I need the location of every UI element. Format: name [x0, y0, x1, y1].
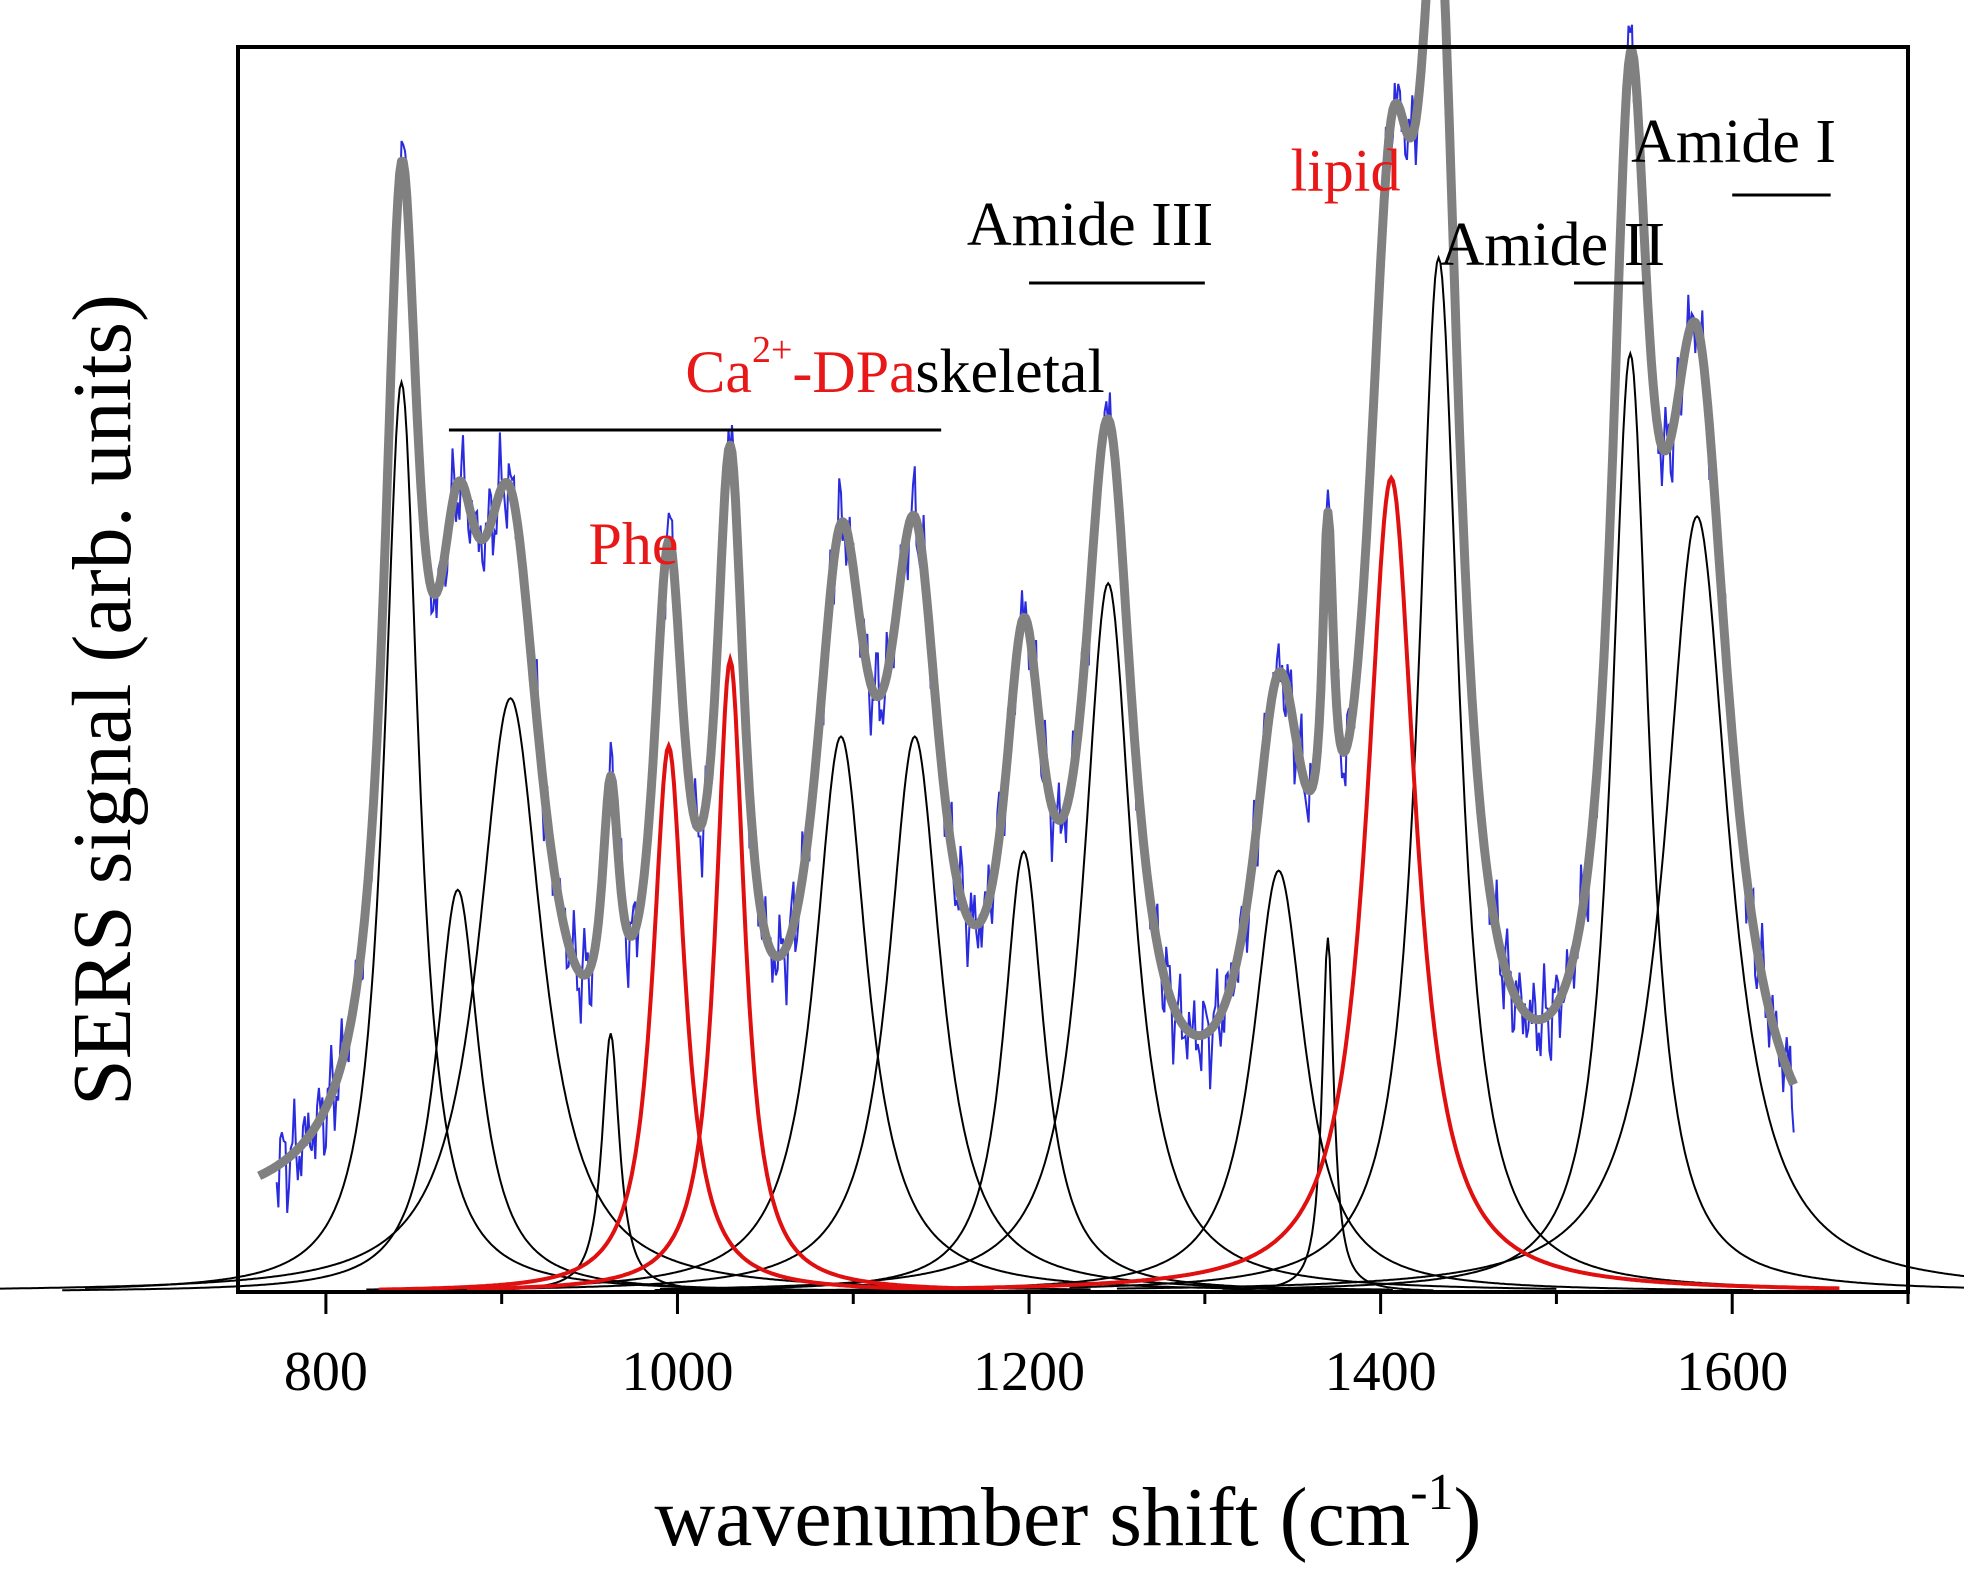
- highlight-peak-1030: [466, 652, 994, 1292]
- peak-label-text: Ca: [685, 339, 752, 405]
- highlight-peak-1406: [942, 474, 1840, 1291]
- component-peak-875: [62, 888, 854, 1292]
- highlight-peak-995: [378, 740, 959, 1292]
- x-tick-label-1400: 1400: [1325, 1341, 1437, 1403]
- y-axis-title: SERS signal (arb. units): [56, 294, 149, 1106]
- spectrum-curves: [0, 0, 1964, 1292]
- x-tick-label-1200: 1200: [973, 1341, 1085, 1403]
- raw-spectrum-line: [275, 0, 1795, 1213]
- component-peak-1342: [804, 869, 1754, 1292]
- peak-label-phe: Phe: [589, 511, 679, 577]
- x-tick-label-1000: 1000: [621, 1341, 733, 1403]
- component-peak-1433: [1069, 254, 1808, 1289]
- component-peak-1370: [1222, 937, 1434, 1292]
- x-axis-ticks: 800 1000 1200 1400 1600: [284, 1292, 1910, 1403]
- peak-labels: Phe Ca2+-DPa lipid: [589, 138, 1401, 578]
- peak-label-superscript: 2+: [752, 329, 792, 371]
- x-tick-label-1600: 1600: [1676, 1341, 1788, 1403]
- peak-label-suffix: -DPa: [792, 339, 915, 405]
- plot-frame: [236, 45, 1910, 1294]
- x-axis-title: wavenumber shift (cm-1): [654, 1464, 1481, 1564]
- annotation-amide-ii: Amide II: [1439, 211, 1665, 279]
- x-axis-title-main: wavenumber shift (cm: [654, 1471, 1410, 1564]
- x-axis-title-superscript: -1: [1410, 1464, 1453, 1521]
- annotation-amide-i: Amide I: [1631, 108, 1836, 176]
- x-axis-title-suffix: ): [1454, 1471, 1482, 1564]
- peak-label-lipid: lipid: [1290, 138, 1400, 204]
- component-peak-1580: [1116, 514, 1964, 1290]
- peak-label-ca: Ca2+-DPa: [685, 329, 915, 405]
- fit-envelope-line: [256, 0, 1798, 1180]
- peak-label-text: Phe: [589, 511, 679, 577]
- annotation-skeletal: skeletal: [915, 338, 1104, 406]
- component-peak-1542: [1287, 350, 1964, 1289]
- annotation-amide-iii: Amide III: [967, 191, 1213, 259]
- band-annotations: skeletal Amide III Amide II Amide I: [448, 108, 1836, 432]
- x-tick-label-800: 800: [284, 1341, 368, 1403]
- peak-label-text: lipid: [1290, 138, 1400, 204]
- component-peak-1245: [659, 581, 1557, 1290]
